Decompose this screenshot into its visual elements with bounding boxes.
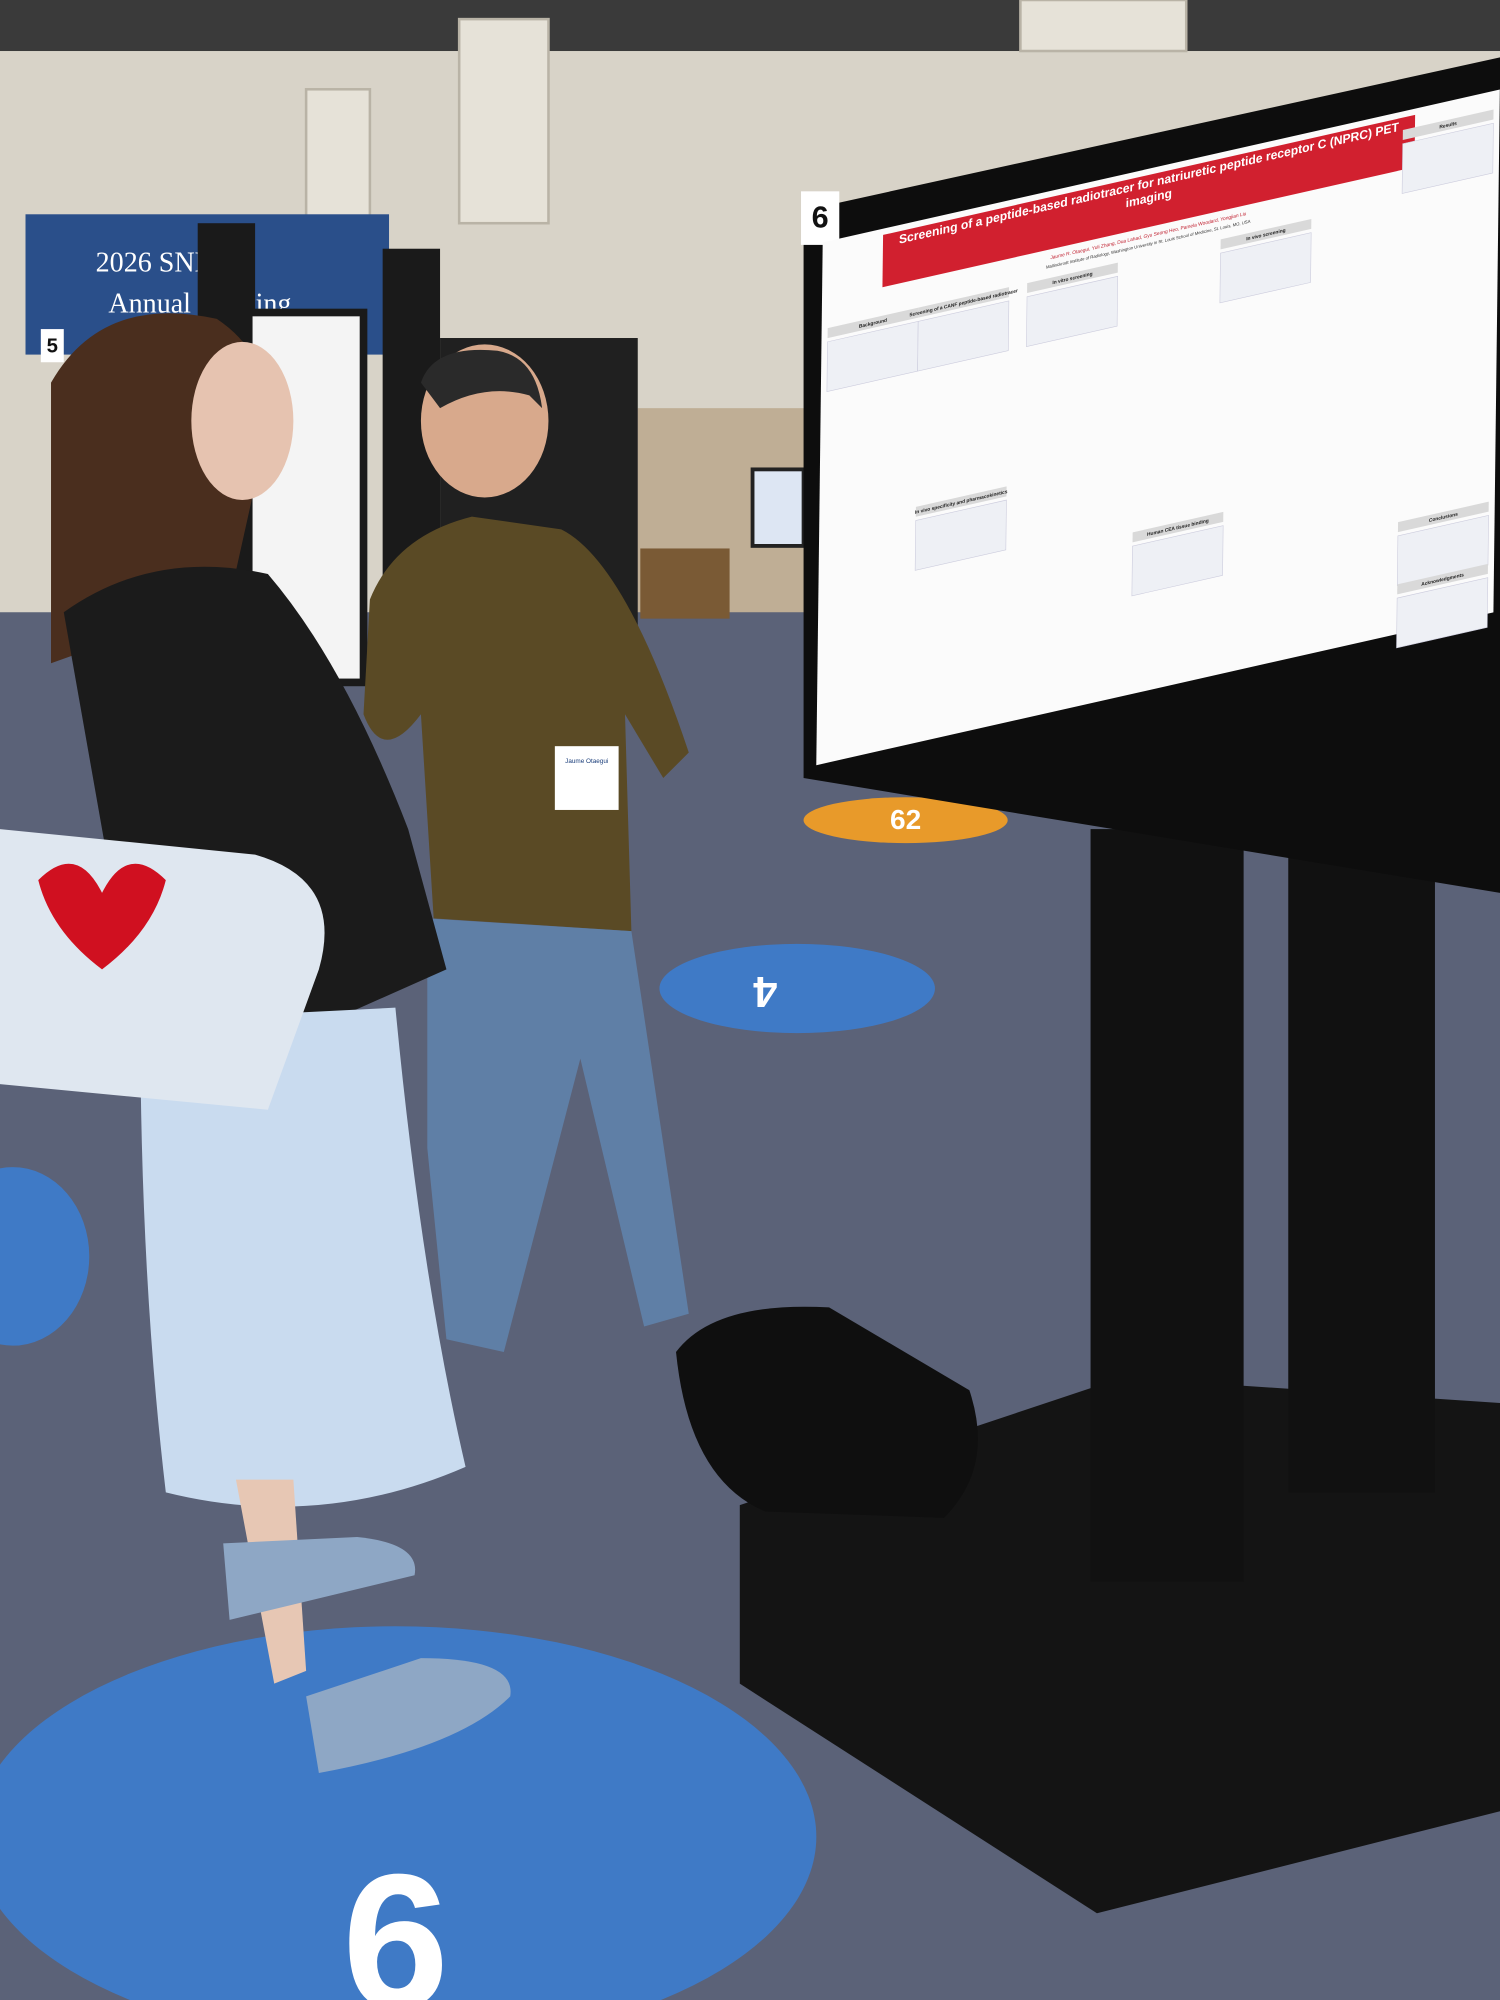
section-figure [1396, 577, 1489, 649]
distant-screen [750, 467, 806, 548]
section-figure [914, 499, 1007, 571]
window [457, 17, 550, 225]
floor-number: 9 [342, 1834, 448, 2000]
section-figure [1026, 275, 1119, 347]
board-number: 6 [812, 200, 829, 234]
handbag-heart [38, 863, 166, 970]
floor-marker [0, 1626, 817, 2000]
section-figure [917, 300, 1010, 372]
floor-marker [803, 797, 1008, 844]
windows [304, 0, 1188, 244]
ceiling [0, 0, 1500, 52]
board-number: 5 [47, 335, 58, 357]
section-figure [1401, 122, 1494, 194]
section-header-bar [918, 287, 1010, 318]
woman-skirt [140, 1007, 466, 1507]
section-header-bar [1027, 262, 1118, 294]
poster-title-bar [882, 114, 1416, 288]
woman-shoe [223, 1536, 416, 1620]
section-header-bar [1132, 511, 1224, 543]
section-header: Results [1439, 121, 1457, 131]
man-shirt [363, 516, 689, 932]
section-header-bar [1220, 218, 1312, 250]
section-header-bar [1402, 109, 1494, 140]
man-hair [420, 349, 543, 409]
poster: Screening of a peptide-based radiotracer… [816, 89, 1500, 766]
section-figure [1131, 525, 1224, 597]
badge [554, 746, 619, 810]
board-number-plate [40, 329, 64, 363]
section-header-bar [827, 307, 919, 339]
man-jeans [427, 918, 689, 1353]
section-header-bar [915, 486, 1007, 517]
floor-marker [0, 1167, 90, 1346]
section-figure [1219, 232, 1312, 304]
stand-post [1090, 829, 1244, 1582]
badge-name: Jaume Otaegui [565, 758, 608, 765]
window [1019, 0, 1188, 53]
floor-marker [659, 943, 935, 1034]
floor-number: 62 [890, 804, 921, 835]
cabinet [640, 548, 730, 619]
section-header-bar [1397, 501, 1489, 533]
floor-number: 4 [753, 967, 777, 1015]
section-header-bar [1397, 563, 1488, 595]
woman-face [191, 341, 294, 500]
woman-shoe [306, 1658, 511, 1773]
backpack [676, 1306, 978, 1518]
stand-post [1288, 816, 1435, 1493]
board-number-plate [801, 191, 840, 245]
